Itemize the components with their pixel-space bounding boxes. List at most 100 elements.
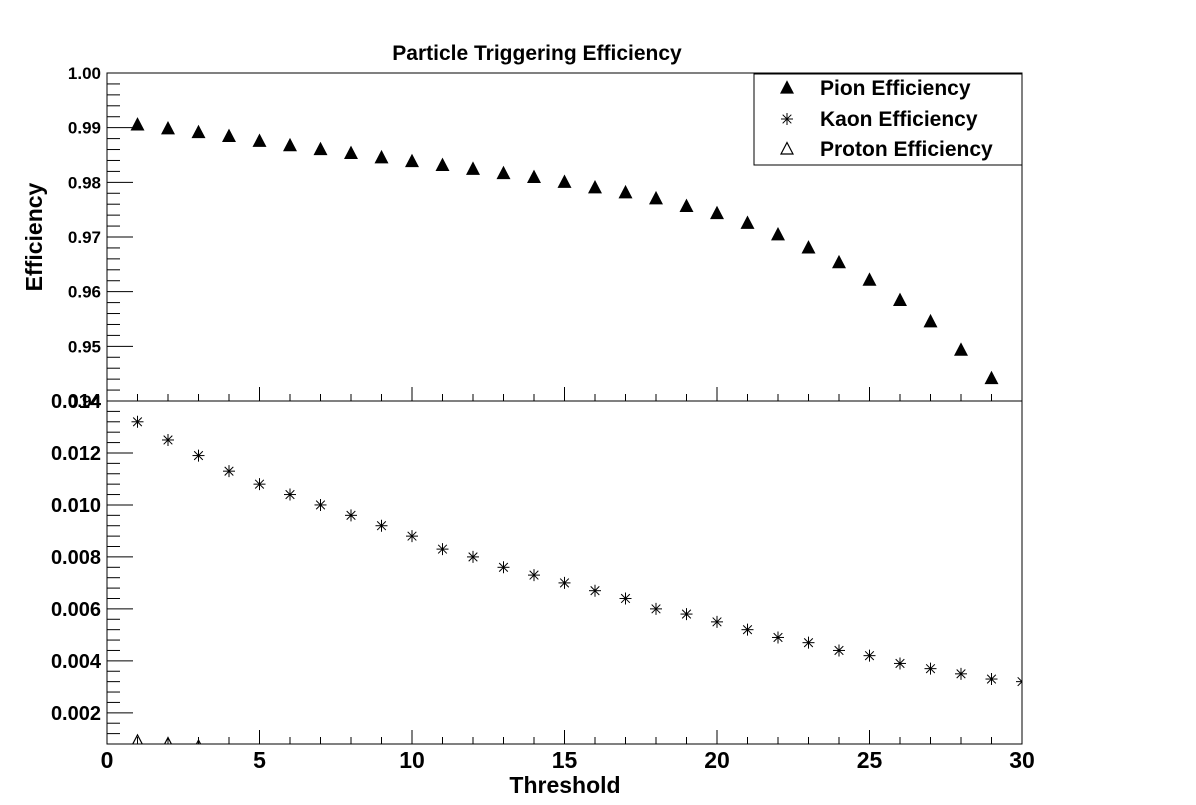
asterisk-stroke — [193, 450, 204, 461]
pion-point — [496, 165, 511, 180]
proton-point — [163, 736, 173, 744]
kaon-point — [467, 550, 479, 563]
top-y-tick-label: 0.97 — [68, 228, 101, 247]
legend-marker — [781, 113, 793, 125]
top-y-tick-label: 1.00 — [68, 64, 101, 83]
top-y-tick-label: 0.94 — [68, 392, 102, 411]
asterisk-stroke — [529, 570, 539, 580]
asterisk-stroke — [498, 562, 509, 572]
kaon-point — [131, 415, 144, 428]
kaon-point — [985, 673, 998, 686]
legend-markers — [780, 80, 794, 155]
pion-point — [252, 133, 267, 147]
pion-point — [405, 153, 419, 168]
top-y-tick-label: 0.96 — [68, 283, 101, 302]
pion-point — [222, 128, 236, 143]
asterisk-stroke — [864, 650, 875, 661]
asterisk-stroke — [803, 637, 814, 648]
pion-point — [161, 120, 175, 135]
x-tick-label: 5 — [253, 747, 266, 773]
kaon-point — [558, 576, 571, 589]
x-tick-label: 10 — [399, 747, 425, 773]
kaon-point — [253, 478, 266, 491]
kaon-point — [345, 509, 357, 522]
asterisk-stroke — [224, 466, 234, 476]
pion-point — [344, 145, 358, 159]
asterisk-stroke — [590, 586, 600, 596]
pion-point — [313, 141, 328, 156]
pion-point — [984, 370, 999, 385]
asterisk-stroke — [782, 114, 792, 124]
pion-point — [771, 227, 785, 241]
asterisk-stroke — [681, 609, 692, 619]
kaon-point — [863, 649, 876, 662]
asterisk-stroke — [620, 593, 631, 604]
asterisk-stroke — [254, 479, 265, 489]
pion-point — [588, 180, 602, 194]
asterisk-stroke — [712, 617, 722, 627]
bottom-y-tick-label: 0.008 — [51, 547, 101, 569]
bottom-plot-frame — [106, 400, 1023, 745]
kaon-point — [528, 569, 540, 582]
kaon-point — [192, 449, 205, 462]
legend-box — [753, 73, 1023, 166]
top-y-axis-labels: 0.94 0.95 0.96 0.97 0.98 0.99 1.00 — [68, 64, 102, 411]
pion-point — [130, 117, 145, 131]
legend: Pion Efficiency Kaon Efficiency Proton E… — [753, 73, 1023, 166]
kaon-point — [619, 592, 632, 605]
asterisk-stroke — [986, 674, 997, 684]
kaon-point — [314, 498, 327, 511]
asterisk-stroke — [956, 669, 966, 679]
kaon-point — [955, 667, 967, 680]
top-y-tick-label: 0.95 — [68, 337, 101, 356]
pion-point — [710, 205, 724, 220]
asterisk-stroke — [925, 663, 936, 674]
asterisk-stroke — [895, 658, 905, 669]
y-axis-title: Efficiency — [21, 182, 47, 291]
x-tick-label: 30 — [1009, 747, 1035, 773]
kaon-point — [650, 602, 662, 615]
legend-kaon-label: Kaon Efficiency — [820, 108, 978, 131]
kaon-point — [741, 623, 754, 636]
pion-point — [740, 215, 755, 229]
pion-point — [435, 157, 450, 171]
kaon-point — [284, 488, 296, 501]
asterisk-stroke — [376, 521, 387, 531]
pion-point — [801, 240, 816, 254]
top-y-tick-label: 0.98 — [68, 173, 101, 192]
bottom-y-tick-label: 0.006 — [51, 599, 101, 621]
asterisk-stroke — [437, 544, 448, 554]
bottom-y-tick-label: 0.004 — [51, 651, 102, 673]
asterisk-stroke — [1017, 680, 1022, 687]
asterisk-stroke — [742, 624, 753, 635]
pion-point — [527, 169, 541, 184]
x-tick-label: 15 — [552, 747, 578, 773]
asterisk-stroke — [559, 578, 570, 588]
legend-marker — [780, 80, 794, 94]
kaon-point — [223, 465, 235, 478]
top-y-tick-label: 0.99 — [68, 119, 101, 138]
asterisk-stroke — [651, 604, 661, 614]
kaon-point — [833, 644, 845, 657]
kaon-point — [924, 662, 937, 675]
x-tick-label: 25 — [857, 747, 883, 773]
pion-series — [130, 117, 999, 385]
kaon-point — [436, 543, 449, 556]
asterisk-stroke — [315, 500, 326, 510]
pion-point — [557, 174, 572, 188]
asterisk-stroke — [834, 645, 844, 656]
asterisk-stroke — [346, 510, 356, 521]
kaon-point — [1016, 675, 1022, 688]
kaon-point — [894, 657, 906, 670]
x-axis-labels: 0 5 10 15 20 25 30 — [101, 747, 1035, 773]
legend-proton-label: Proton Efficiency — [820, 138, 993, 161]
chart-title: Particle Triggering Efficiency — [392, 42, 682, 65]
kaon-point — [589, 584, 601, 597]
kaon-point — [375, 519, 388, 532]
pion-point — [283, 137, 297, 152]
legend-pion-label: Pion Efficiency — [820, 77, 971, 100]
pion-point — [893, 292, 907, 307]
asterisk-stroke — [285, 489, 295, 500]
x-tick-label: 20 — [704, 747, 730, 773]
x-tick-label: 0 — [101, 747, 114, 773]
